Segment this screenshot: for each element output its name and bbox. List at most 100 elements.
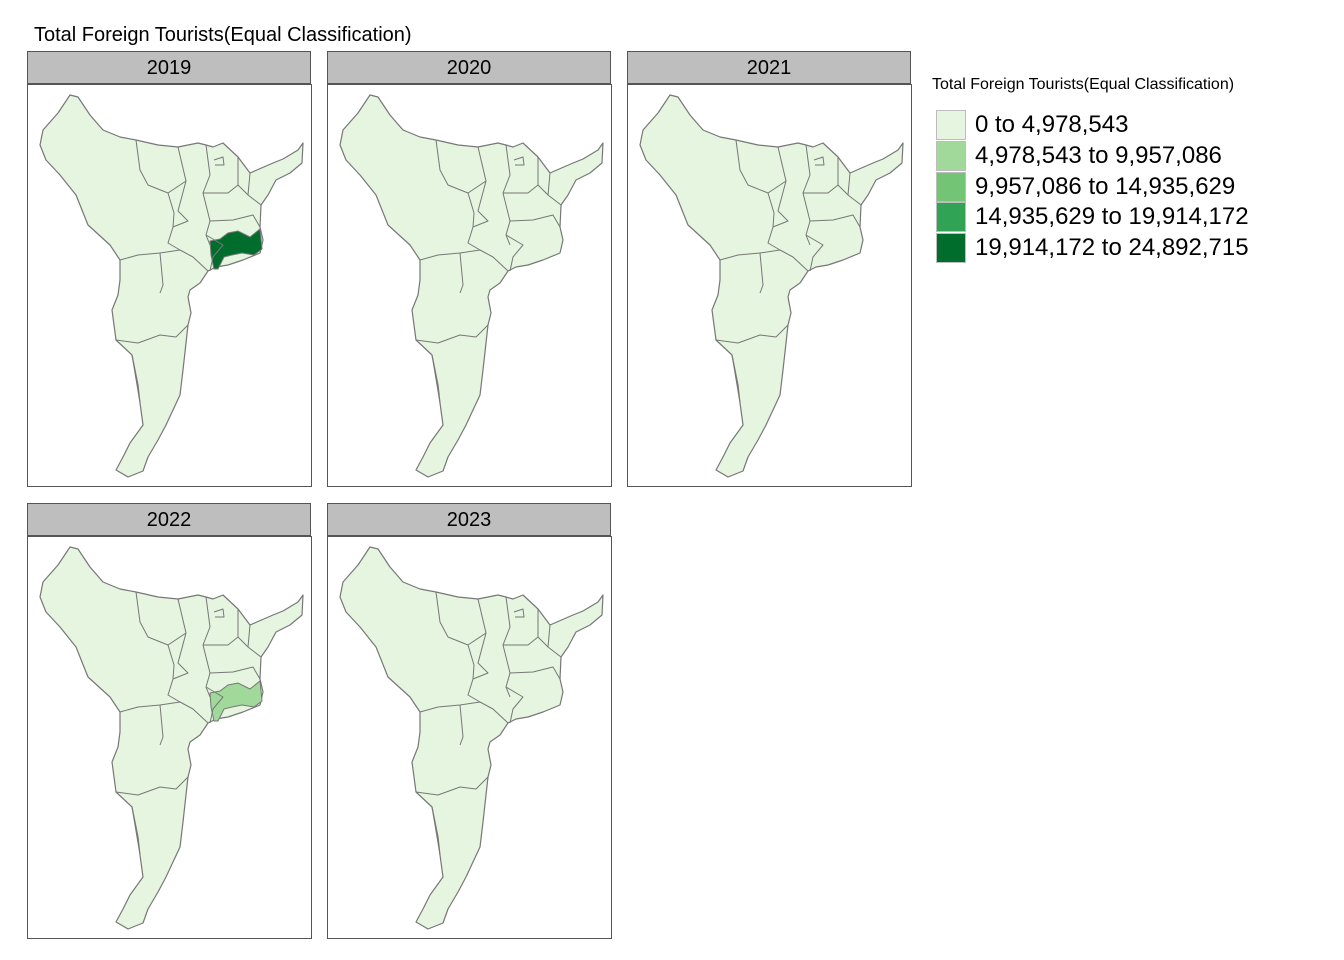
district-boundary <box>167 644 175 680</box>
district-boundary <box>547 624 551 648</box>
district-boundary <box>119 701 209 724</box>
legend-item: 14,935,629 to 19,914,172 <box>932 202 1249 233</box>
map-title: Total Foreign Tourists(Equal Classificat… <box>34 24 412 46</box>
district-boundary <box>505 234 524 272</box>
district-boundary <box>115 324 189 344</box>
district-boundary <box>135 591 187 646</box>
facet-strip-label: 2022 <box>27 503 311 536</box>
district-boundary <box>502 144 511 246</box>
facet-panel-2021: 2021 <box>627 51 912 487</box>
facet-strip-label: 2020 <box>327 51 611 84</box>
legend-swatch <box>936 140 966 171</box>
district-boundary <box>205 686 224 724</box>
facet-panel-2019: 2019 <box>27 51 312 487</box>
district-boundary <box>213 156 225 166</box>
district-boundary <box>547 172 551 196</box>
facet-strip-label: 2023 <box>327 503 611 536</box>
highlighted-district <box>209 680 263 722</box>
map-frame <box>27 536 312 939</box>
district-boundary <box>467 192 475 228</box>
legend-swatch <box>936 202 966 233</box>
legend-item: 4,978,543 to 9,957,086 <box>932 140 1234 172</box>
district-boundary <box>167 192 175 228</box>
legend-label: 4,978,543 to 9,957,086 <box>975 141 1222 169</box>
district-boundary <box>247 172 251 196</box>
province-outline <box>339 546 604 930</box>
district-boundary <box>847 172 851 196</box>
legend-label: 19,914,172 to 24,892,715 <box>975 234 1249 262</box>
district-boundary <box>459 704 464 746</box>
district-boundary <box>431 806 441 856</box>
region-map <box>639 94 904 478</box>
region-map <box>339 546 604 930</box>
legend-item: 19,914,172 to 24,892,715 <box>932 233 1249 264</box>
district-boundary <box>131 354 141 404</box>
facet-strip-label: 2019 <box>27 51 311 84</box>
district-boundary <box>159 252 164 294</box>
district-boundary <box>415 776 489 796</box>
district-boundary <box>509 214 561 228</box>
district-boundary <box>715 324 789 344</box>
map-frame <box>27 84 312 487</box>
legend-item: 9,957,086 to 14,935,629 <box>932 171 1236 203</box>
district-boundary <box>505 686 524 724</box>
facet-panel-2022: 2022 <box>27 503 312 939</box>
district-boundary <box>203 157 239 194</box>
legend-item: 0 to 4,978,543 <box>932 110 1234 141</box>
district-boundary <box>159 704 164 746</box>
facet-panel-2020: 2020 <box>327 51 612 487</box>
district-boundary <box>767 192 775 228</box>
province-outline <box>39 94 304 478</box>
region-map <box>339 94 604 478</box>
district-boundary <box>209 666 261 680</box>
district-boundary <box>431 354 441 404</box>
facet-panel-2023: 2023 <box>327 503 612 939</box>
legend-label: 0 to 4,978,543 <box>975 111 1129 138</box>
district-boundary <box>509 666 561 680</box>
district-boundary <box>419 249 509 272</box>
district-boundary <box>513 156 525 166</box>
province-outline <box>339 94 604 478</box>
district-boundary <box>419 701 509 724</box>
district-boundary <box>135 139 187 194</box>
district-boundary <box>209 214 261 228</box>
district-boundary <box>205 234 224 272</box>
region-map <box>39 546 304 930</box>
district-boundary <box>213 608 225 618</box>
region-map <box>39 94 304 478</box>
district-boundary <box>731 354 741 404</box>
district-boundary <box>513 608 525 618</box>
legend-swatch <box>936 110 966 140</box>
district-boundary <box>802 144 811 246</box>
district-boundary <box>203 609 239 646</box>
district-boundary <box>467 644 475 680</box>
district-boundary <box>805 234 824 272</box>
facet-strip-label: 2021 <box>627 51 911 84</box>
legend-label: 9,957,086 to 14,935,629 <box>975 172 1236 200</box>
legend-title: Total Foreign Tourists(Equal Classificat… <box>932 76 1235 93</box>
district-boundary <box>803 157 839 194</box>
legend-swatch <box>936 171 966 202</box>
district-boundary <box>735 139 787 194</box>
district-boundary <box>503 609 539 646</box>
highlighted-district <box>209 228 263 270</box>
map-frame <box>627 84 912 487</box>
district-boundary <box>759 252 764 294</box>
district-boundary <box>202 596 211 698</box>
district-boundary <box>503 157 539 194</box>
district-boundary <box>435 591 487 646</box>
district-boundary <box>247 624 251 648</box>
district-boundary <box>202 144 211 246</box>
district-boundary <box>119 249 209 272</box>
district-boundary <box>459 252 464 294</box>
map-frame <box>327 536 612 939</box>
district-boundary <box>435 139 487 194</box>
district-boundary <box>719 249 809 272</box>
legend-swatch <box>936 233 966 264</box>
district-boundary <box>809 214 861 228</box>
map-frame <box>327 84 612 487</box>
province-outline <box>639 94 904 478</box>
district-boundary <box>415 324 489 344</box>
province-outline <box>39 546 304 930</box>
district-boundary <box>115 776 189 796</box>
